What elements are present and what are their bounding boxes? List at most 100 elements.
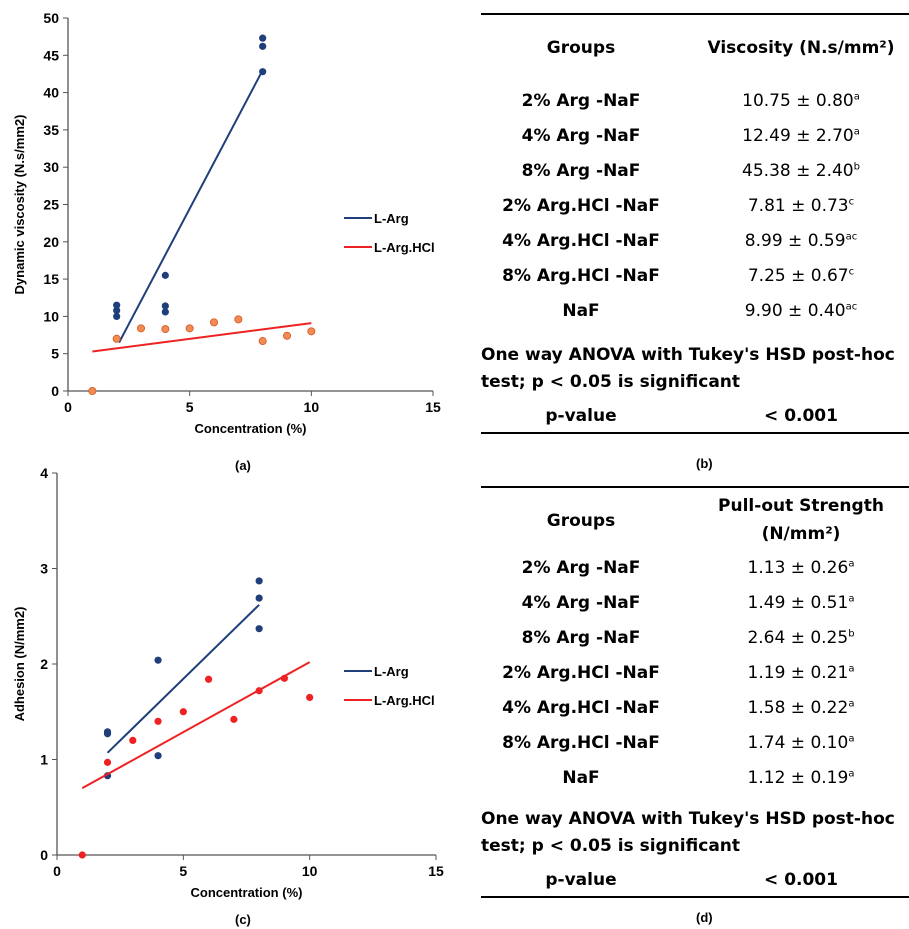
significance-letter: a	[853, 91, 860, 103]
y-tick-label: 4	[40, 465, 48, 481]
anova-note: One way ANOVA with Tukey's HSD post-hoc …	[481, 806, 895, 860]
table-row-group: 2% Arg.HCl -NaF	[502, 663, 660, 683]
value-text: 1.58 ± 0.22	[747, 698, 849, 718]
table-row-group: 2% Arg.HCl -NaF	[502, 196, 660, 216]
data-point-l-arg	[259, 34, 267, 42]
table-row-group: 4% Arg -NaF	[521, 126, 641, 146]
data-point-l-arg	[103, 728, 112, 736]
y-tick-label: 30	[43, 159, 59, 175]
legend-label-l-arg: L-Arg	[374, 211, 409, 226]
legend-label-l-arg: L-Arg	[374, 664, 409, 679]
significance-letter: ac	[845, 301, 858, 313]
x-tick-label: 15	[425, 399, 441, 415]
x-tick-label: 5	[179, 863, 187, 879]
table-row-group: 8% Arg -NaF	[521, 628, 641, 648]
legend-label-l-arg-hcl: L-Arg.HCl	[374, 693, 435, 708]
data-point-l-arg-hcl	[205, 675, 213, 683]
table-row-group: NaF	[562, 301, 600, 321]
pvalue-label: p-value	[545, 406, 617, 426]
y-tick-label: 0	[40, 847, 48, 863]
y-tick-label: 0	[51, 383, 59, 399]
table-bottom-rule	[481, 896, 909, 898]
anova-note: One way ANOVA with Tukey's HSD post-hoc …	[481, 342, 895, 396]
table-row-group: 2% Arg -NaF	[521, 91, 641, 111]
data-point-l-arg-hcl	[307, 327, 316, 336]
significance-letter: a	[848, 593, 855, 605]
data-point-l-arg	[255, 577, 263, 585]
data-point-l-arg	[255, 594, 263, 602]
groups-header: Groups	[546, 38, 616, 58]
data-point-l-arg	[259, 42, 267, 50]
y-axis-label: Adhesion (N/mm2)	[12, 607, 27, 722]
table-row-group: NaF	[562, 768, 600, 788]
value-text: 12.49 ± 2.70	[742, 126, 854, 146]
table-top-rule	[481, 13, 909, 15]
data-point-l-arg	[161, 271, 169, 279]
y-tick-label: 1	[40, 752, 48, 768]
value-text: 9.90 ± 0.40	[744, 301, 846, 321]
significance-letter: c	[848, 196, 855, 208]
significance-letter: b	[853, 161, 860, 173]
data-point-l-arg-hcl	[112, 334, 121, 343]
value-text: 1.19 ± 0.21	[747, 663, 849, 683]
y-tick-label: 10	[43, 308, 59, 324]
data-point-l-arg-hcl	[136, 324, 145, 333]
x-tick-label: 5	[186, 399, 194, 415]
table-row-value: 2.64 ± 0.25b	[671, 628, 909, 648]
anova-note-line-2: test; p < 0.05 is significant	[481, 836, 741, 856]
data-point-l-arg	[154, 752, 162, 760]
pvalue-value: < 0.001	[764, 406, 838, 426]
table-row-group: 4% Arg.HCl -NaF	[502, 231, 660, 251]
pullout-header-line-2: (N/mm²)	[761, 524, 841, 544]
adhesion-chart: 0 1 2 3 4 0 5 10 15 Concentration (%) Adhesion (N/…	[12, 465, 444, 900]
y-tick-label: 25	[43, 197, 59, 213]
trendline-l-arg-hcl	[92, 322, 312, 353]
data-point-l-arg	[259, 68, 267, 76]
data-point-l-arg-hcl	[154, 717, 162, 725]
viscosity-chart: 0 5 10 15 20 25 30 35 40 45 50 0 5 10 15 Concentration …	[12, 10, 441, 436]
value-text: 7.25 ± 0.67	[747, 266, 849, 286]
y-tick-label: 5	[51, 346, 59, 362]
table-row-value: 10.75 ± 0.80a	[671, 91, 909, 111]
x-axis-label: Concentration (%)	[191, 885, 303, 900]
pullout-header-line-1: Pull-out Strength	[718, 496, 884, 516]
table-row-value: 8.99 ± 0.59ac	[671, 231, 909, 251]
data-point-l-arg-hcl	[255, 687, 263, 695]
table-row-group: 4% Arg -NaF	[521, 593, 641, 613]
data-point-l-arg-hcl	[258, 337, 267, 346]
table-row-group: 8% Arg -NaF	[521, 161, 641, 181]
data-point-l-arg-hcl	[280, 674, 288, 682]
data-point-l-arg-hcl	[179, 708, 187, 716]
pvalue-label: p-value	[545, 870, 617, 890]
significance-letter: c	[848, 266, 855, 278]
data-point-l-arg	[255, 625, 263, 633]
y-tick-label: 50	[43, 10, 59, 26]
table-row-value: 1.19 ± 0.21a	[671, 663, 909, 683]
y-axis-label: Dynamic viscosity (N.s/mm2)	[12, 115, 27, 295]
significance-letter: b	[848, 628, 855, 640]
x-tick-label: 0	[53, 863, 61, 879]
significance-letter: a	[848, 698, 855, 710]
data-point-l-arg-hcl	[129, 736, 137, 744]
table-row-value: 45.38 ± 2.40b	[671, 161, 909, 181]
significance-letter: a	[848, 558, 855, 570]
y-tick-label: 15	[43, 271, 59, 287]
value-text: 2.64 ± 0.25	[747, 628, 849, 648]
table-row-value: 7.25 ± 0.67c	[671, 266, 909, 286]
value-text: 45.38 ± 2.40	[742, 161, 854, 181]
panel-label-a: (a)	[235, 458, 251, 473]
data-point-l-arg-hcl	[282, 331, 291, 340]
data-point-l-arg-hcl	[234, 315, 243, 324]
data-point-l-arg	[161, 308, 169, 316]
trendline-l-arg	[118, 69, 264, 343]
value-text: 8.99 ± 0.59	[744, 231, 846, 251]
significance-letter: ac	[845, 231, 858, 243]
viscosity-table: Groups Viscosity (N.s/mm²) 2% Arg -NaF 10…	[481, 0, 909, 460]
anova-note-line-1: One way ANOVA with Tukey's HSD post-hoc	[481, 345, 895, 365]
data-point-l-arg	[113, 312, 121, 320]
table-row-value: 1.58 ± 0.22a	[671, 698, 909, 718]
data-point-l-arg-hcl	[209, 318, 218, 327]
y-tick-label: 2	[40, 656, 48, 672]
data-point-l-arg-hcl	[78, 851, 86, 859]
table-row-value: 7.81 ± 0.73c	[671, 196, 909, 216]
